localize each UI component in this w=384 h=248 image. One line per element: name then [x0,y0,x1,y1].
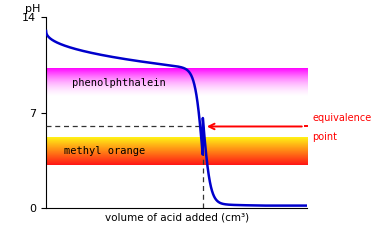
X-axis label: volume of acid added (cm³): volume of acid added (cm³) [104,213,249,222]
Text: pH: pH [25,3,41,14]
Text: methyl orange: methyl orange [65,146,146,156]
Text: phenolphthalein: phenolphthalein [72,78,166,88]
Text: point: point [313,132,338,142]
Text: equivalence: equivalence [313,113,372,123]
